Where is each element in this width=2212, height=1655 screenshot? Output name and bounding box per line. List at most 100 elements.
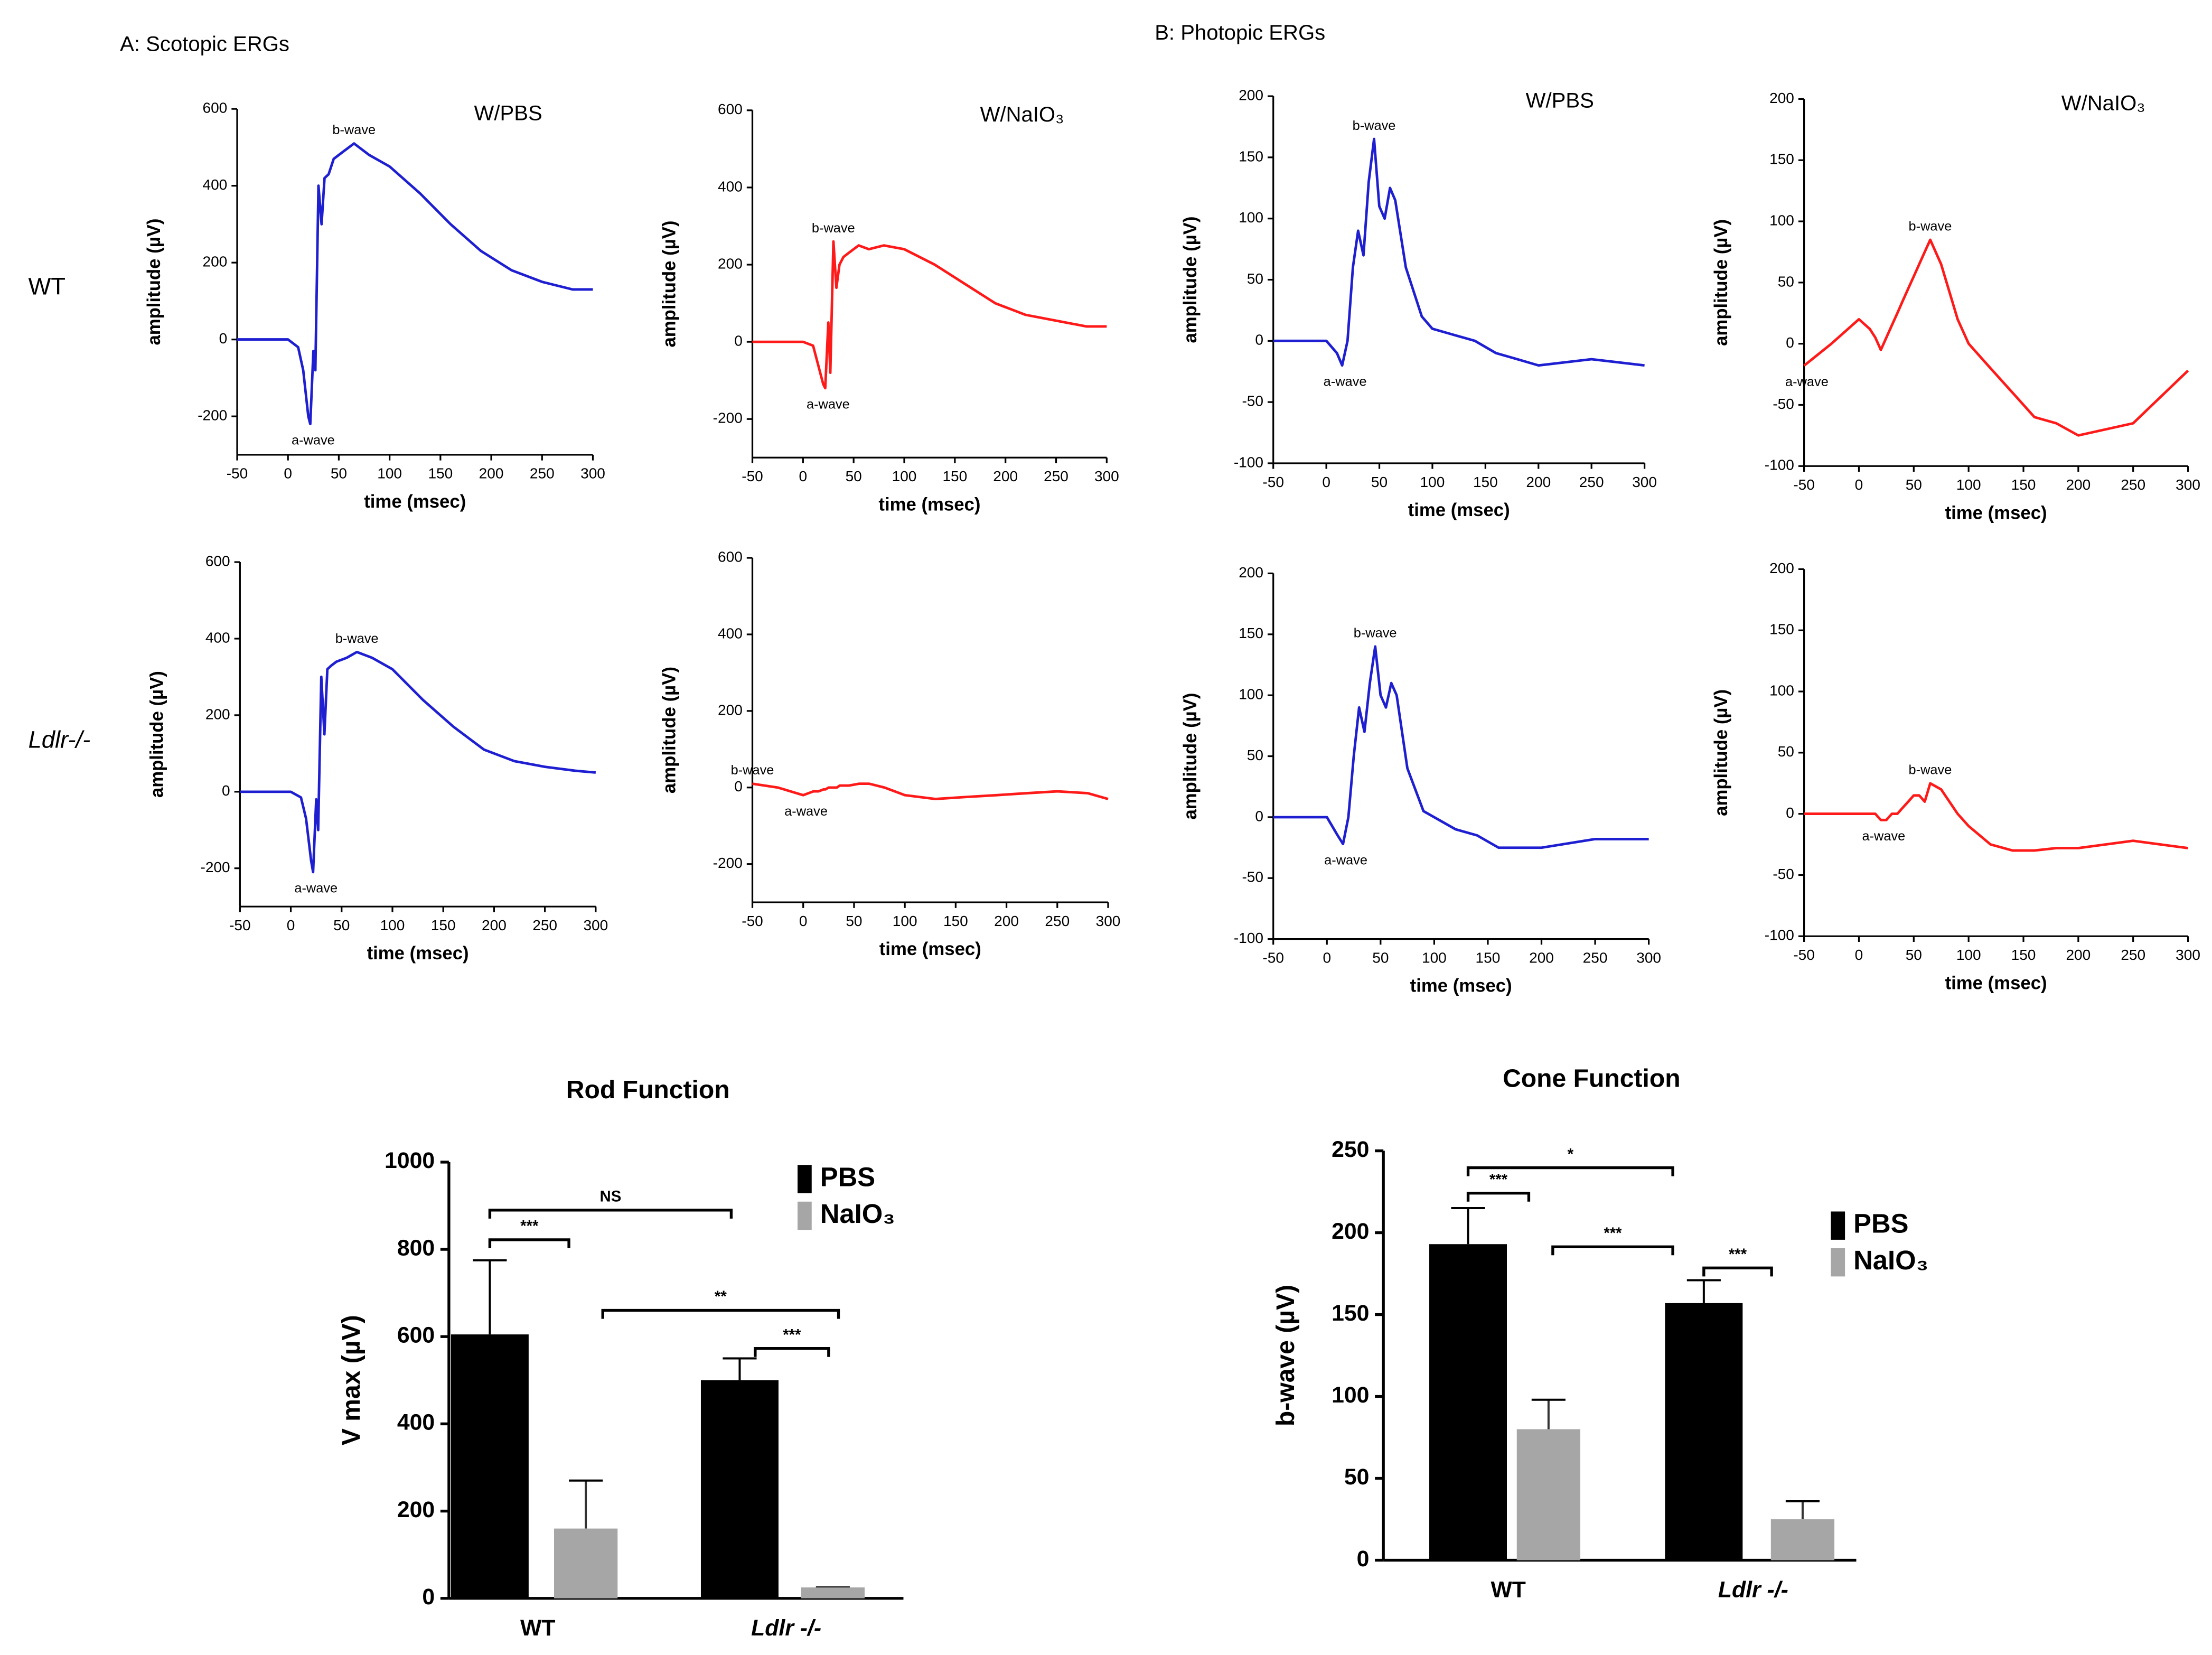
y-axis-label: amplitude (µV) — [144, 219, 164, 345]
y-tick-label: 400 — [205, 629, 230, 646]
x-axis-label: time (msec) — [878, 494, 980, 515]
y-tick-label: 0 — [422, 1584, 435, 1610]
x-axis-label: time (msec) — [367, 943, 469, 964]
x-tick-label: -50 — [1793, 947, 1815, 963]
y-tick-label: -50 — [1773, 866, 1794, 882]
y-tick-label: 800 — [397, 1235, 435, 1260]
x-tick-label: 250 — [2121, 476, 2145, 493]
x-tick-label: 100 — [1420, 474, 1445, 490]
chart-title: Rod Function — [566, 1076, 730, 1104]
legend-label: PBS — [1853, 1209, 1908, 1239]
y-tick-label: 200 — [718, 702, 743, 718]
significance-bracket — [1702, 1266, 1773, 1277]
x-tick-label: 200 — [479, 465, 504, 482]
x-tick-label: -50 — [742, 913, 763, 929]
y-tick-label: 200 — [1239, 564, 1263, 581]
y-axis-label: V max (µV) — [337, 1315, 365, 1445]
x-tick-label: 100 — [893, 913, 917, 929]
x-tick-label: 300 — [1094, 468, 1119, 484]
x-tick-label: 200 — [993, 468, 1018, 484]
trace — [1273, 645, 1649, 849]
bar — [1516, 1429, 1581, 1560]
row-label: WT — [28, 273, 65, 300]
legend-label: NaIO₃ — [1853, 1245, 1928, 1275]
x-tick-label: 0 — [1322, 474, 1330, 490]
x-tick-label: Ldlr -/- — [751, 1615, 821, 1641]
y-tick-label: -200 — [713, 855, 743, 871]
significance-bracket — [1551, 1245, 1674, 1256]
trace — [237, 142, 593, 426]
x-tick-label: 300 — [1096, 913, 1121, 929]
x-tick-label: 0 — [1855, 947, 1863, 963]
x-tick-label: 100 — [377, 465, 402, 482]
significance-label: *** — [1729, 1246, 1747, 1263]
x-tick-label: 0 — [799, 468, 808, 484]
significance-label: *** — [1604, 1224, 1622, 1242]
x-tick-label: 150 — [1473, 474, 1498, 490]
annotation: b-wave — [332, 123, 376, 137]
trace — [752, 240, 1107, 390]
y-tick-label: -100 — [1765, 457, 1794, 473]
bar — [554, 1528, 618, 1598]
significance-bracket — [488, 1238, 570, 1248]
y-tick-label: -50 — [1242, 393, 1263, 409]
legend-swatch — [1831, 1211, 1845, 1240]
trace — [1803, 238, 2189, 437]
y-tick-label: 0 — [1255, 332, 1263, 348]
y-tick-label: 0 — [1786, 334, 1794, 351]
significance-label: *** — [520, 1218, 539, 1235]
bar — [1770, 1519, 1835, 1560]
legend-swatch — [798, 1201, 812, 1230]
x-axis-label: time (msec) — [364, 492, 466, 512]
annotation: a-wave — [1862, 829, 1905, 844]
x-tick-label: 200 — [2066, 947, 2091, 963]
annotation: b-wave — [1354, 626, 1397, 641]
significance-bracket — [601, 1308, 840, 1319]
x-tick-label: 100 — [380, 917, 405, 933]
y-tick-label: 200 — [1332, 1219, 1369, 1244]
y-tick-label: 200 — [1769, 90, 1794, 106]
x-tick-label: 0 — [799, 913, 808, 929]
x-tick-label: -50 — [1262, 474, 1284, 490]
annotation: b-wave — [1909, 219, 1952, 233]
y-tick-label: 100 — [1769, 682, 1794, 698]
y-tick-label: 50 — [1778, 273, 1794, 289]
trace — [1804, 782, 2188, 852]
x-tick-label: 50 — [846, 468, 862, 484]
y-tick-label: 200 — [202, 254, 227, 270]
annotation: b-wave — [335, 631, 379, 646]
chart-title: W/PBS — [1526, 89, 1594, 112]
y-tick-label: 1000 — [385, 1148, 435, 1173]
x-tick-label: 200 — [2066, 476, 2091, 493]
annotation: a-wave — [784, 804, 828, 819]
y-tick-label: -200 — [200, 859, 230, 875]
x-tick-label: -50 — [1793, 476, 1815, 493]
y-tick-label: 50 — [1247, 270, 1263, 287]
x-tick-label: 150 — [943, 913, 968, 929]
x-tick-label: 50 — [333, 917, 350, 933]
x-axis-label: time (msec) — [1408, 500, 1510, 520]
x-tick-label: 200 — [994, 913, 1019, 929]
chart-title: W/PBS — [474, 101, 542, 125]
legend-swatch — [1831, 1248, 1845, 1277]
x-tick-label: 50 — [1906, 476, 1922, 493]
x-tick-label: 200 — [1529, 949, 1554, 966]
y-tick-label: 400 — [397, 1410, 435, 1435]
x-tick-label: 300 — [2176, 947, 2200, 963]
x-tick-label: 0 — [1323, 949, 1331, 966]
x-tick-label: WT — [520, 1615, 555, 1641]
x-tick-label: Ldlr -/- — [1718, 1577, 1788, 1603]
y-tick-label: 200 — [397, 1497, 435, 1522]
y-tick-label: 200 — [205, 706, 230, 722]
x-tick-label: 250 — [1045, 913, 1070, 929]
x-tick-label: 300 — [1632, 474, 1657, 490]
significance-bracket — [1466, 1192, 1531, 1202]
y-axis-label: amplitude (µV) — [1180, 693, 1201, 820]
y-tick-label: 50 — [1344, 1464, 1370, 1490]
y-tick-label: 0 — [734, 333, 743, 349]
bar — [700, 1380, 779, 1598]
x-tick-label: 300 — [2176, 476, 2200, 493]
x-tick-label: 0 — [284, 465, 292, 482]
y-tick-label: 600 — [718, 101, 743, 117]
